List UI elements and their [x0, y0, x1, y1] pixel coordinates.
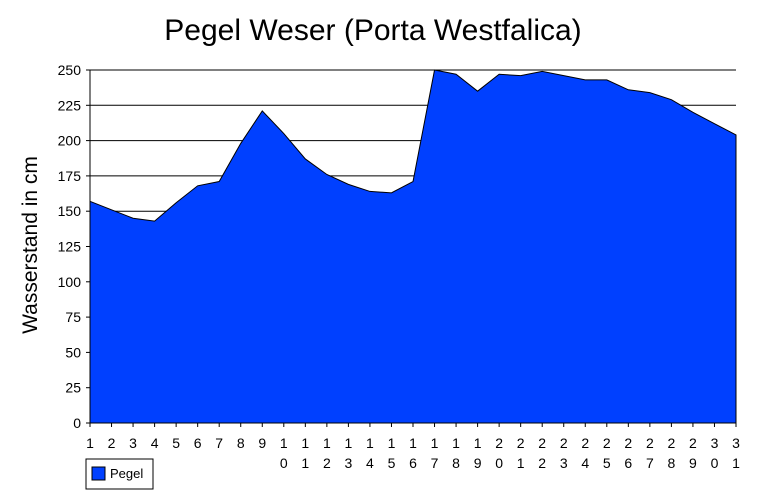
y-tick-label: 225	[58, 97, 82, 113]
y-tick-label: 250	[58, 62, 82, 78]
y-axis-label: Wasserstand in cm	[19, 156, 42, 334]
y-tick-labels: 0 25 50 75 100 125 150 175 200 225 250	[58, 62, 82, 431]
legend-swatch	[91, 466, 106, 481]
y-tick-label: 0	[73, 415, 81, 431]
area-series-pegel	[89, 69, 737, 424]
x-tick-label: 2	[108, 435, 116, 451]
x-tick-label: 1	[86, 435, 94, 451]
x-tick-labels: 1 2 3 4 5 6 7 8 9 1 01 11 21 31 41 51 61 71 81 92 02 12 22 32 42…	[86, 435, 740, 471]
x-tick-label: 5	[172, 435, 180, 451]
x-tick-label: 3	[129, 435, 137, 451]
x-tick-label: 7	[215, 435, 223, 451]
y-tick-label: 25	[65, 380, 81, 396]
x-tick-label: 4	[151, 435, 159, 451]
x-tick-label: 9	[258, 435, 266, 451]
plot-area	[89, 69, 737, 424]
y-tick-label: 200	[58, 133, 82, 149]
axes	[86, 69, 737, 427]
y-tick-label: 75	[65, 309, 81, 325]
chart-title: Pegel Weser (Porta Westfalica)	[164, 14, 581, 47]
x-tick-label: 8	[237, 435, 245, 451]
y-tick-label: 50	[65, 344, 81, 360]
y-tick-label: 125	[58, 239, 82, 255]
y-tick-label: 100	[58, 274, 82, 290]
y-tick-label: 175	[58, 168, 82, 184]
y-tick-label: 150	[58, 203, 82, 219]
legend-label-pegel: Pegel	[110, 466, 143, 481]
legend: Pegel	[85, 458, 154, 490]
x-tick-label: 6	[194, 435, 202, 451]
